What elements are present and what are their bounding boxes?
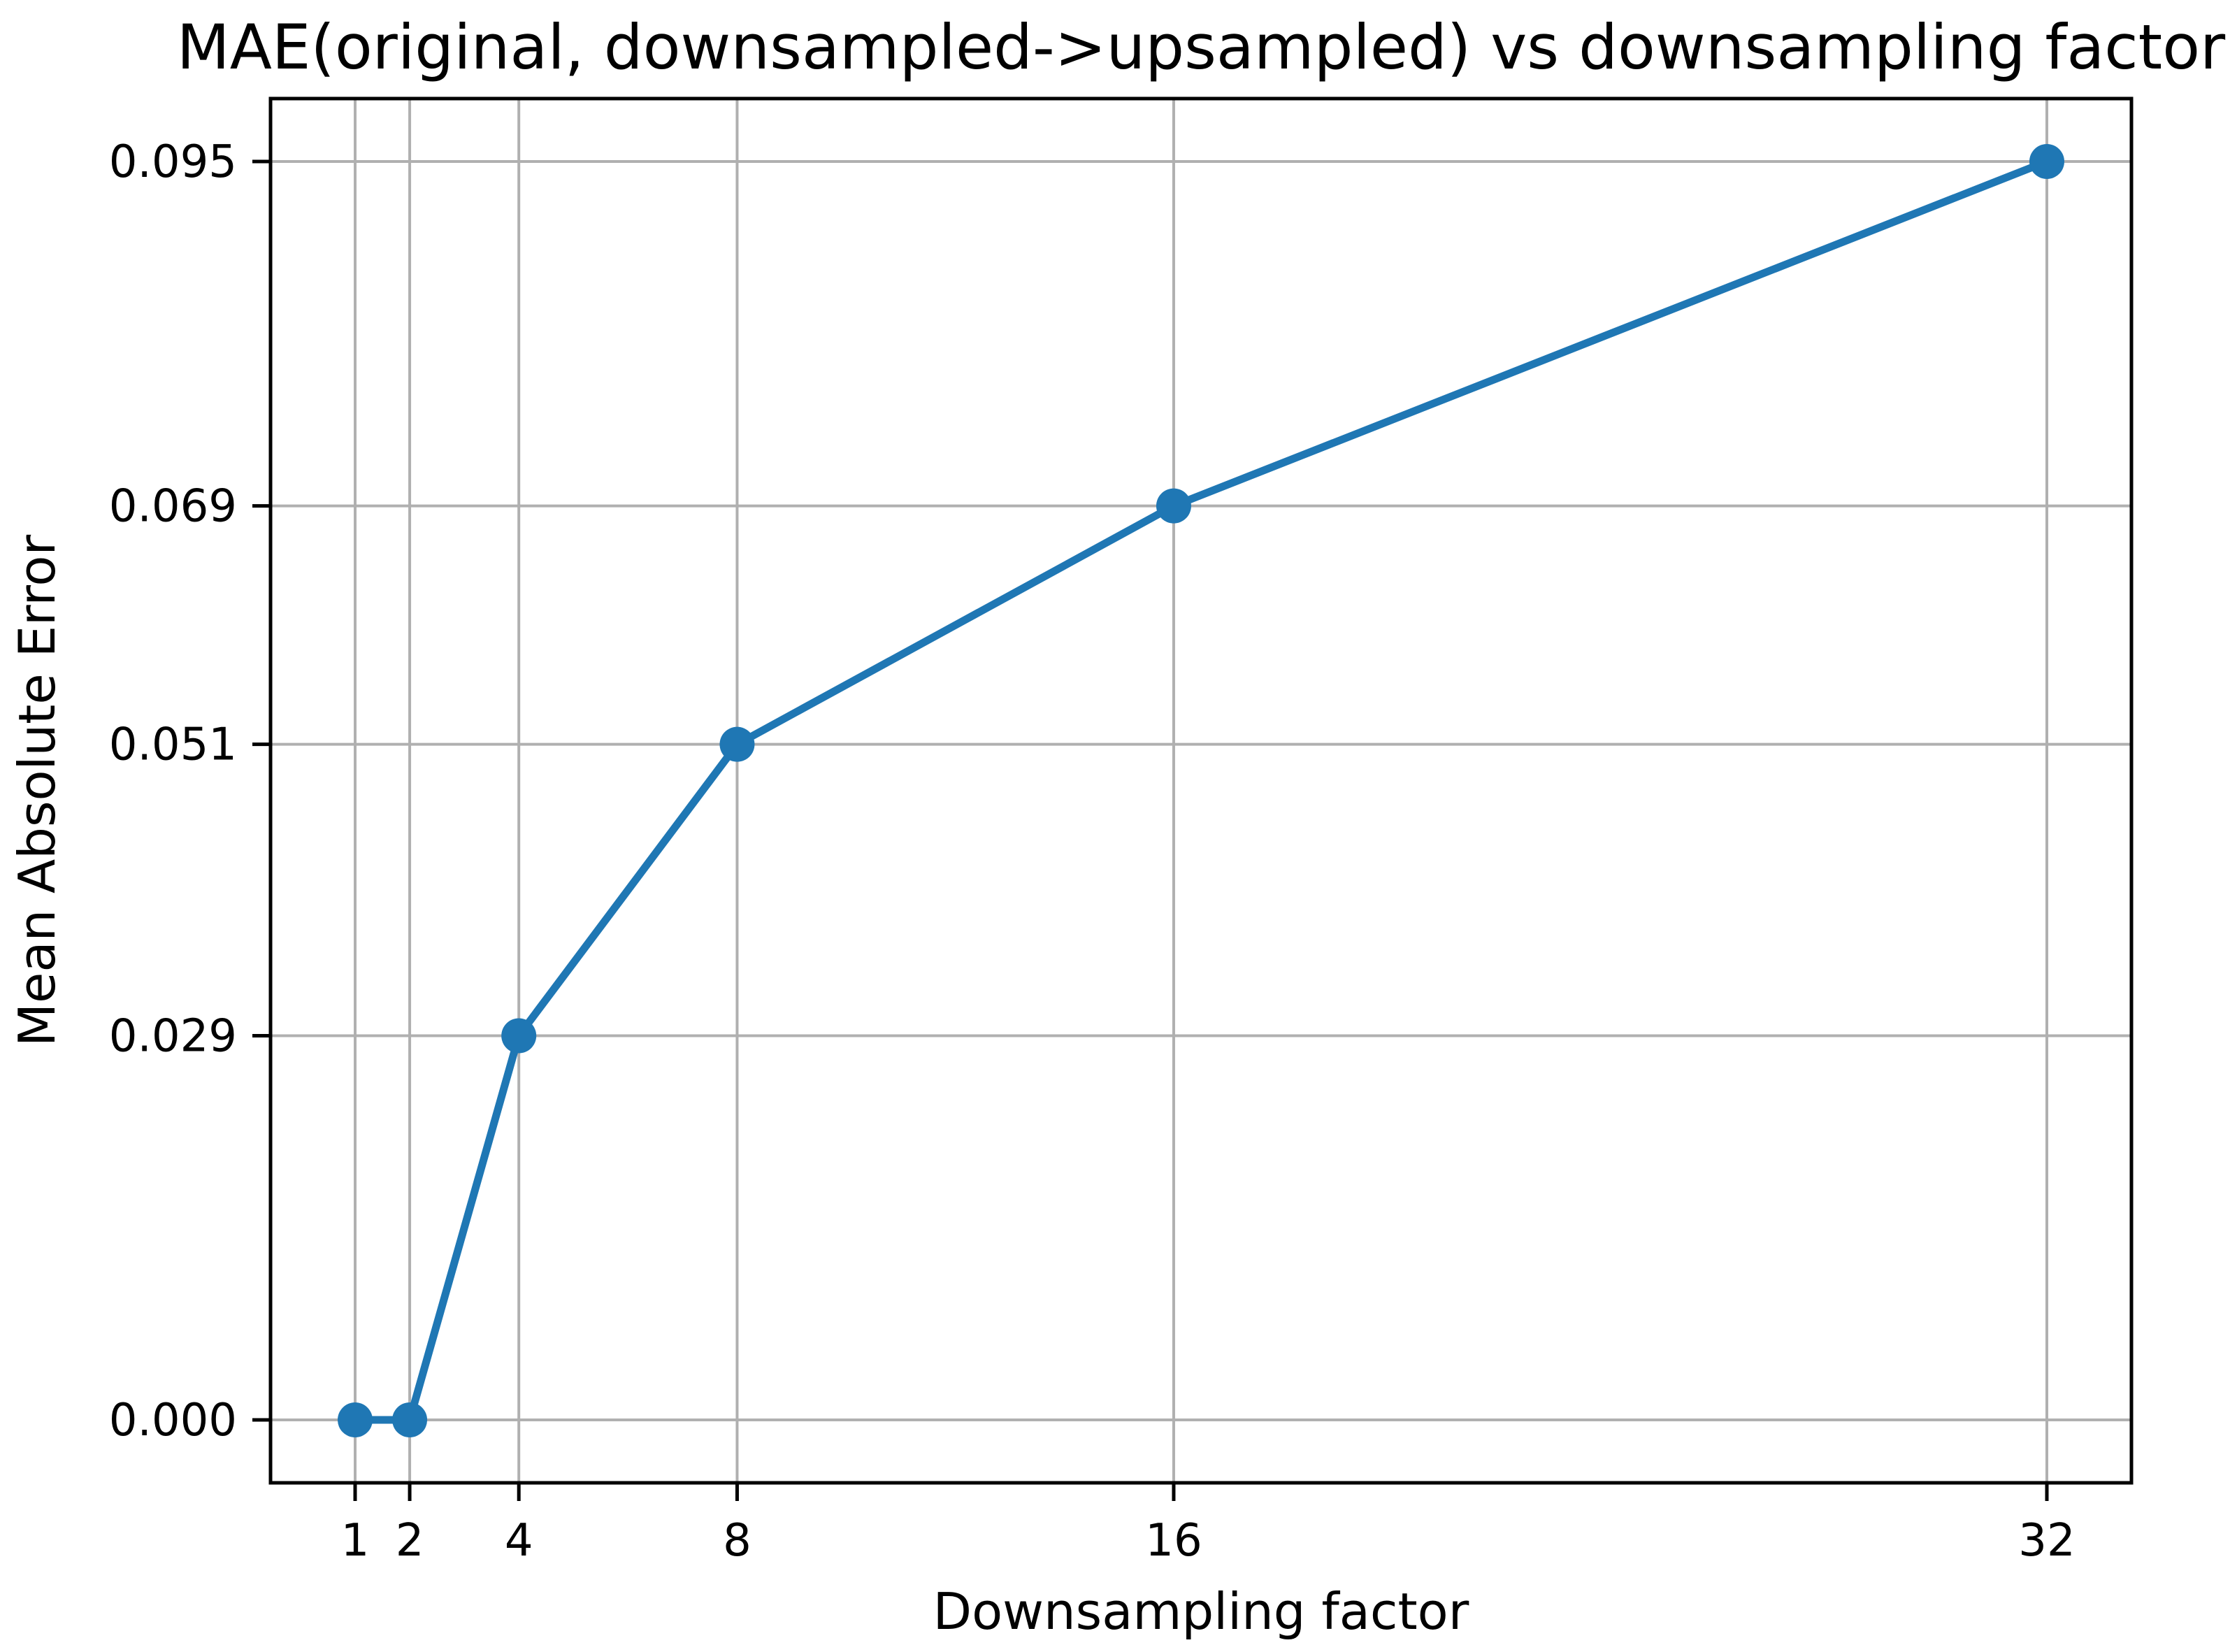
y-tick-label: 0.095: [109, 136, 237, 188]
data-layer: [338, 144, 2064, 1437]
chart-title: MAE(original, downsampled->upsampled) vs…: [177, 11, 2226, 83]
y-axis-label: Mean Absolute Error: [8, 535, 66, 1047]
data-point: [338, 1402, 373, 1437]
data-point: [719, 726, 755, 762]
data-line: [351, 157, 2051, 1424]
x-axis-label: Downsampling factor: [933, 1582, 1469, 1641]
y-tick-label: 0.051: [109, 719, 237, 771]
data-point: [2029, 144, 2064, 179]
x-tick-label: 2: [396, 1515, 424, 1567]
x-tick-label: 4: [505, 1515, 533, 1567]
x-tick-label: 8: [723, 1515, 751, 1567]
data-point: [501, 1018, 537, 1054]
y-tick-label: 0.000: [109, 1395, 237, 1446]
y-tick-label: 0.029: [109, 1011, 237, 1063]
y-tick-label: 0.069: [109, 481, 237, 533]
data-point: [392, 1402, 428, 1437]
axes-frame: [268, 96, 2134, 1485]
data-point: [1156, 488, 1191, 524]
x-tick-label: 1: [341, 1515, 370, 1567]
tick-layer: 1 2 4 8 16 32 0.000 0.029 0.051 0.069 0.095: [109, 136, 2076, 1567]
grid-layer: [271, 99, 2131, 1483]
x-tick-label: 16: [1145, 1515, 1202, 1567]
x-tick-label: 32: [2018, 1515, 2075, 1567]
